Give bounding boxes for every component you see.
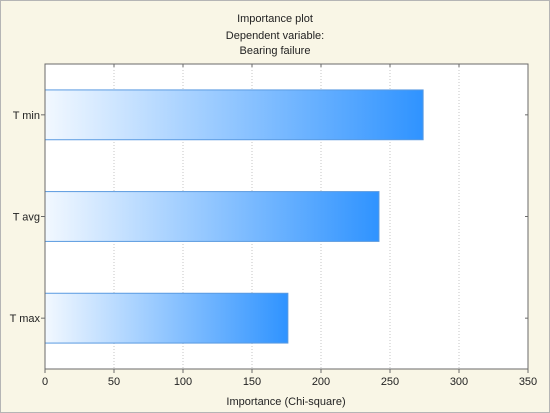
x-tick-label: 200 [312,376,330,388]
x-axis: 0 50 100 150 200 250 300 350 [42,64,537,388]
x-tick-label: 150 [243,376,261,388]
x-tick-label: 350 [519,376,537,388]
x-tick-label: 50 [108,376,120,388]
x-tick-label: 100 [174,376,192,388]
chart-subtitle-line: Bearing failure [240,45,311,57]
chart-subtitle-line: Dependent variable: [226,30,324,42]
y-tick-label: T min [13,110,40,122]
x-tick-label: 250 [381,376,399,388]
bar-t-avg [44,191,380,242]
bar-t-min [44,89,424,141]
y-tick-label: T avg [13,212,40,224]
x-tick-label: 0 [42,376,48,388]
y-axis: T min T avg T max [10,110,528,325]
x-tick-label: 300 [450,376,468,388]
y-tick-label: T max [10,313,41,325]
x-axis-label: Importance (Chi-square) [226,396,345,408]
bar-t-max [44,292,289,344]
bars-group [44,89,424,344]
chart-title: Importance plot [237,13,313,25]
